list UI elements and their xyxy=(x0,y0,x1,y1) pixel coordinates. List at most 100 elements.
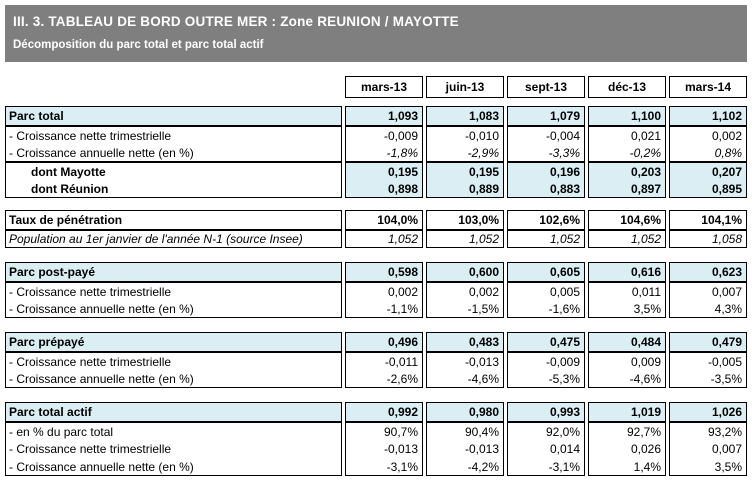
value-cell: -4,6% xyxy=(588,370,666,388)
page-subtitle: Décomposition du parc total et parc tota… xyxy=(13,39,264,51)
value-cell: 0,623 xyxy=(669,262,747,282)
table-row: Parc total actif 0,992 0,980 0,993 1,019 1,02… xyxy=(5,402,747,422)
value-cell: 0,002 xyxy=(426,282,504,300)
value-cell: 104,6% xyxy=(588,210,666,230)
value-cell: -1,1% xyxy=(345,300,423,318)
value-cell: 1,4% xyxy=(588,458,666,476)
value-cell: -1,8% xyxy=(345,144,423,162)
value-cell: 0,992 xyxy=(345,402,423,422)
column-header-spacer xyxy=(5,76,342,98)
section-parc-prepaye: Parc prépayé 0,496 0,483 0,475 0,484 0,479- C… xyxy=(5,332,752,388)
value-cell: -3,1% xyxy=(507,458,585,476)
row-label: Parc prépayé xyxy=(5,332,342,352)
value-cell: 0,007 xyxy=(669,440,747,458)
value-cell: 0,889 xyxy=(426,180,504,198)
value-cell: 3,5% xyxy=(669,458,747,476)
value-cell: 0,005 xyxy=(507,282,585,300)
value-cell: 0,011 xyxy=(588,282,666,300)
table-row: - Croissance annuelle nette (en %) -1,1% -… xyxy=(5,300,747,318)
value-cell: 0,598 xyxy=(345,262,423,282)
table-row: - Croissance annuelle nette (en %) -2,6% -… xyxy=(5,370,747,388)
value-cell: 0,002 xyxy=(345,282,423,300)
value-cell: 1,100 xyxy=(588,106,666,126)
value-cell: -2,9% xyxy=(426,144,504,162)
title-banner: III. 3. TABLEAU DE BORD OUTRE MER : Zone… xyxy=(5,5,747,62)
column-header: mars-13 xyxy=(345,76,423,98)
value-cell: -0,009 xyxy=(507,352,585,370)
value-cell: -1,6% xyxy=(507,300,585,318)
table-row: - Croissance nette trimestrielle 0,002 0,0… xyxy=(5,282,747,300)
value-cell: 0,196 xyxy=(507,162,585,180)
value-cell: 103,0% xyxy=(426,210,504,230)
column-header: sept-13 xyxy=(507,76,585,98)
value-cell: -0,013 xyxy=(426,352,504,370)
table-row: - Croissance nette trimestrielle -0,009 -0… xyxy=(5,126,747,144)
section-taux-de-penetration: Taux de pénétration 104,0% 103,0% 102,6% 104… xyxy=(5,210,752,248)
value-cell: -4,2% xyxy=(426,458,504,476)
value-cell: 0,616 xyxy=(588,262,666,282)
value-cell: -1,5% xyxy=(426,300,504,318)
value-cell: -0,005 xyxy=(669,352,747,370)
row-label: Parc total actif xyxy=(5,402,342,422)
value-cell: 0,980 xyxy=(426,402,504,422)
value-cell: -0,011 xyxy=(345,352,423,370)
value-cell: 0,895 xyxy=(669,180,747,198)
value-cell: 1,052 xyxy=(426,230,504,248)
value-cell: -0,004 xyxy=(507,126,585,144)
row-label: dont Mayotte xyxy=(5,162,342,180)
section-parc-post-paye: Parc post-payé 0,598 0,600 0,605 0,616 0,623-… xyxy=(5,262,752,318)
value-cell: 1,026 xyxy=(669,402,747,422)
value-cell: 104,1% xyxy=(669,210,747,230)
table-row: dont Mayotte 0,195 0,195 0,196 0,203 0,207 xyxy=(5,162,747,180)
value-cell: 0,993 xyxy=(507,402,585,422)
table-row: Taux de pénétration 104,0% 103,0% 102,6% 104… xyxy=(5,210,747,230)
row-label: - Croissance nette trimestrielle xyxy=(5,440,342,458)
value-cell: 0,483 xyxy=(426,332,504,352)
row-label: Parc post-payé xyxy=(5,262,342,282)
value-cell: -0,013 xyxy=(426,440,504,458)
value-cell: 0,014 xyxy=(507,440,585,458)
table-row: - en % du parc total 90,7% 90,4% 92,0% 92,7%… xyxy=(5,422,747,440)
value-cell: 0,195 xyxy=(345,162,423,180)
table-row: dont Réunion 0,898 0,889 0,883 0,897 0,895 xyxy=(5,180,747,198)
row-label: - en % du parc total xyxy=(5,422,342,440)
value-cell: 0,496 xyxy=(345,332,423,352)
value-cell: 0,8% xyxy=(669,144,747,162)
value-cell: 1,052 xyxy=(345,230,423,248)
value-cell: -0,010 xyxy=(426,126,504,144)
value-cell: 0,897 xyxy=(588,180,666,198)
row-label: - Croissance nette trimestrielle xyxy=(5,126,342,144)
value-cell: 3,5% xyxy=(588,300,666,318)
table-blocks: Parc total 1,093 1,083 1,079 1,100 1,102- Cro… xyxy=(5,106,752,476)
value-cell: -0,2% xyxy=(588,144,666,162)
value-cell: 1,102 xyxy=(669,106,747,126)
table-row: Population au 1er janvier de l'année N-1… xyxy=(5,230,747,248)
value-cell: 1,093 xyxy=(345,106,423,126)
value-cell: 0,600 xyxy=(426,262,504,282)
value-cell: 0,898 xyxy=(345,180,423,198)
value-cell: 0,883 xyxy=(507,180,585,198)
value-cell: 4,3% xyxy=(669,300,747,318)
value-cell: -3,3% xyxy=(507,144,585,162)
column-header: mars-14 xyxy=(669,76,747,98)
row-label: - Croissance annuelle nette (en %) xyxy=(5,144,342,162)
value-cell: 0,002 xyxy=(669,126,747,144)
value-cell: 0,021 xyxy=(588,126,666,144)
value-cell: 1,079 xyxy=(507,106,585,126)
value-cell: 90,4% xyxy=(426,422,504,440)
value-cell: 0,026 xyxy=(588,440,666,458)
row-label: - Croissance annuelle nette (en %) xyxy=(5,458,342,476)
table-row: Parc total 1,093 1,083 1,079 1,100 1,102 xyxy=(5,106,747,126)
value-cell: -3,1% xyxy=(345,458,423,476)
value-cell: 104,0% xyxy=(345,210,423,230)
value-cell: -0,013 xyxy=(345,440,423,458)
value-cell: 1,052 xyxy=(588,230,666,248)
value-cell: -2,6% xyxy=(345,370,423,388)
value-cell: -4,6% xyxy=(426,370,504,388)
value-cell: 0,203 xyxy=(588,162,666,180)
value-cell: -3,5% xyxy=(669,370,747,388)
row-label: Population au 1er janvier de l'année N-1… xyxy=(5,230,342,248)
value-cell: 0,605 xyxy=(507,262,585,282)
table-row: - Croissance nette trimestrielle -0,013 -0… xyxy=(5,440,747,458)
